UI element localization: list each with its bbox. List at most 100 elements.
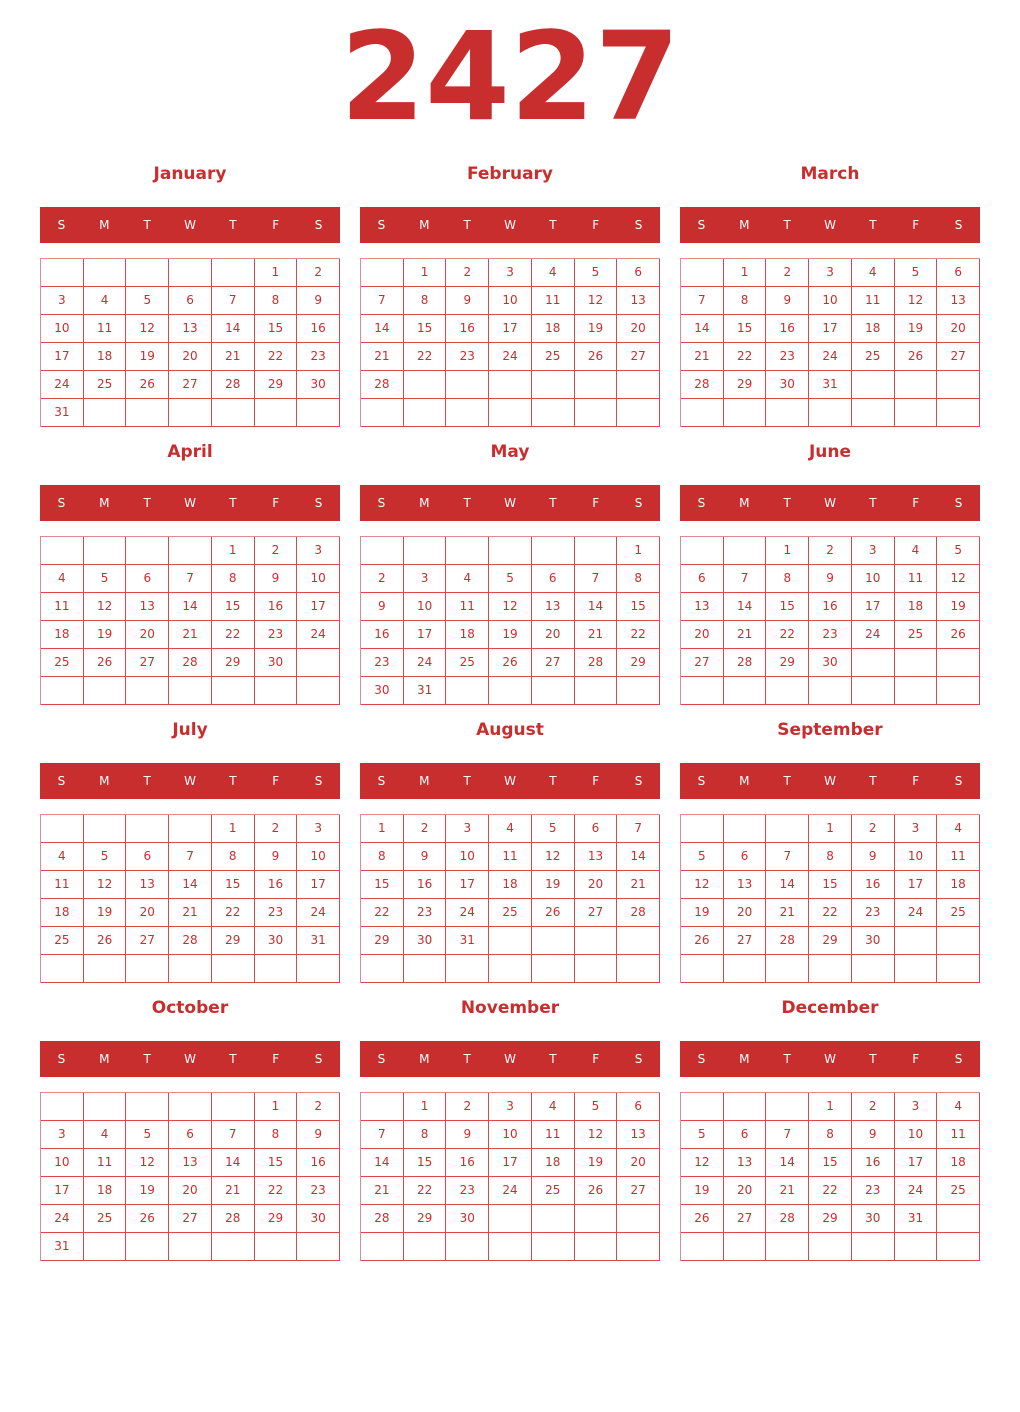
week-row: 4 5 6 7 8 9 10 <box>41 565 341 593</box>
day-cell: 8 <box>211 843 255 871</box>
day-cell: 6 <box>169 287 212 315</box>
week-row: 29 30 31 <box>361 927 661 955</box>
day-cell: 10 <box>851 565 895 593</box>
day-cell: 16 <box>403 871 447 899</box>
week-row: 4 5 6 7 8 9 10 <box>41 843 341 871</box>
weekday-label: M <box>419 496 430 510</box>
day-cell: 24 <box>894 1177 938 1205</box>
day-cell: 25 <box>851 343 895 371</box>
empty-day-cell <box>681 955 724 983</box>
day-cell: 30 <box>851 927 895 955</box>
day-cell: 28 <box>169 927 212 955</box>
empty-day-cell <box>894 1233 938 1261</box>
day-cell: 2 <box>809 537 852 565</box>
month-october: October S M T W T F S 1 2 3 4 5 6 7 8 9 10 11 12 13 14 15 16 17 1… <box>40 998 341 1268</box>
weekday-label: S <box>954 496 963 510</box>
day-cell: 11 <box>531 287 575 315</box>
empty-day-cell <box>169 955 212 983</box>
day-cell: 18 <box>894 593 938 621</box>
weekday-label: F <box>912 774 920 788</box>
day-grid: 1 2 3 4 5 6 7 8 9 10 11 12 13 14 15 16 17 18 19 20 21 22 23 24 2… <box>680 1092 981 1261</box>
day-cell: 18 <box>531 315 575 343</box>
day-cell: 4 <box>531 259 575 287</box>
day-cell: 19 <box>126 1177 170 1205</box>
day-cell: 5 <box>126 287 170 315</box>
weekday-label: W <box>504 1052 516 1066</box>
day-cell: 15 <box>403 315 447 343</box>
empty-day-cell <box>681 259 724 287</box>
day-cell: 4 <box>446 565 490 593</box>
day-cell: 17 <box>851 593 895 621</box>
empty-day-cell <box>531 1205 575 1233</box>
day-cell: 19 <box>574 315 618 343</box>
day-cell: 28 <box>574 649 618 677</box>
weekday-label: T <box>463 218 471 232</box>
day-cell: 28 <box>617 899 661 927</box>
day-cell: 29 <box>723 371 767 399</box>
day-cell: 29 <box>403 1205 447 1233</box>
day-cell: 18 <box>446 621 490 649</box>
weekday-label: F <box>592 218 600 232</box>
weekday-label: M <box>739 218 750 232</box>
weekday-label: F <box>912 218 920 232</box>
week-row: 24 25 26 27 28 29 30 <box>41 371 341 399</box>
day-cell: 14 <box>211 1149 255 1177</box>
weekday-label: S <box>314 218 323 232</box>
day-cell: 1 <box>723 259 767 287</box>
month-title: March <box>800 164 860 184</box>
empty-day-cell <box>126 537 170 565</box>
day-cell: 12 <box>681 1149 724 1177</box>
day-cell: 12 <box>126 1149 170 1177</box>
empty-day-cell <box>531 399 575 427</box>
week-row: 27 28 29 30 <box>681 649 981 677</box>
day-cell: 3 <box>297 537 341 565</box>
day-cell: 28 <box>723 649 767 677</box>
day-cell: 18 <box>489 871 532 899</box>
day-cell: 8 <box>723 287 767 315</box>
day-cell: 26 <box>531 899 575 927</box>
weekday-label: T <box>229 1052 237 1066</box>
month-june: June S M T W T F S 1 2 3 4 5 6 7 8 9 10 11 12 13 14 15 16 17 18 19… <box>680 442 981 712</box>
weekday-label: S <box>634 496 643 510</box>
day-cell: 10 <box>41 315 84 343</box>
day-cell: 1 <box>361 815 404 843</box>
empty-day-cell <box>211 259 255 287</box>
day-cell: 22 <box>809 899 852 927</box>
day-cell: 4 <box>937 1093 981 1121</box>
weekday-label: S <box>377 774 386 788</box>
day-cell: 27 <box>126 927 170 955</box>
day-cell: 14 <box>361 315 404 343</box>
empty-day-cell <box>211 677 255 705</box>
day-cell: 1 <box>617 537 661 565</box>
day-cell: 16 <box>766 315 810 343</box>
empty-day-cell <box>617 677 661 705</box>
weekday-label: T <box>869 1052 877 1066</box>
weekday-label: W <box>824 774 836 788</box>
day-cell: 19 <box>489 621 532 649</box>
empty-day-cell <box>126 677 170 705</box>
day-grid: 1 2 3 4 5 6 7 8 9 10 11 12 13 14 15 16 17 18 19 20 21 22 23 24 2… <box>40 258 341 427</box>
day-cell: 9 <box>766 287 810 315</box>
day-cell: 16 <box>254 871 298 899</box>
day-cell: 14 <box>361 1149 404 1177</box>
empty-day-cell <box>446 371 490 399</box>
weekday-label: M <box>99 774 110 788</box>
day-cell: 22 <box>211 621 255 649</box>
day-cell: 14 <box>766 1149 810 1177</box>
week-row: 11 12 13 14 15 16 17 <box>41 871 341 899</box>
day-cell: 23 <box>851 899 895 927</box>
week-row: 7 8 9 10 11 12 13 <box>361 1121 661 1149</box>
weekday-label: S <box>954 1052 963 1066</box>
empty-day-cell <box>766 1233 810 1261</box>
empty-day-cell <box>851 677 895 705</box>
weekday-label: S <box>697 1052 706 1066</box>
empty-day-cell <box>723 815 767 843</box>
day-cell: 24 <box>403 649 447 677</box>
empty-day-cell <box>489 677 532 705</box>
